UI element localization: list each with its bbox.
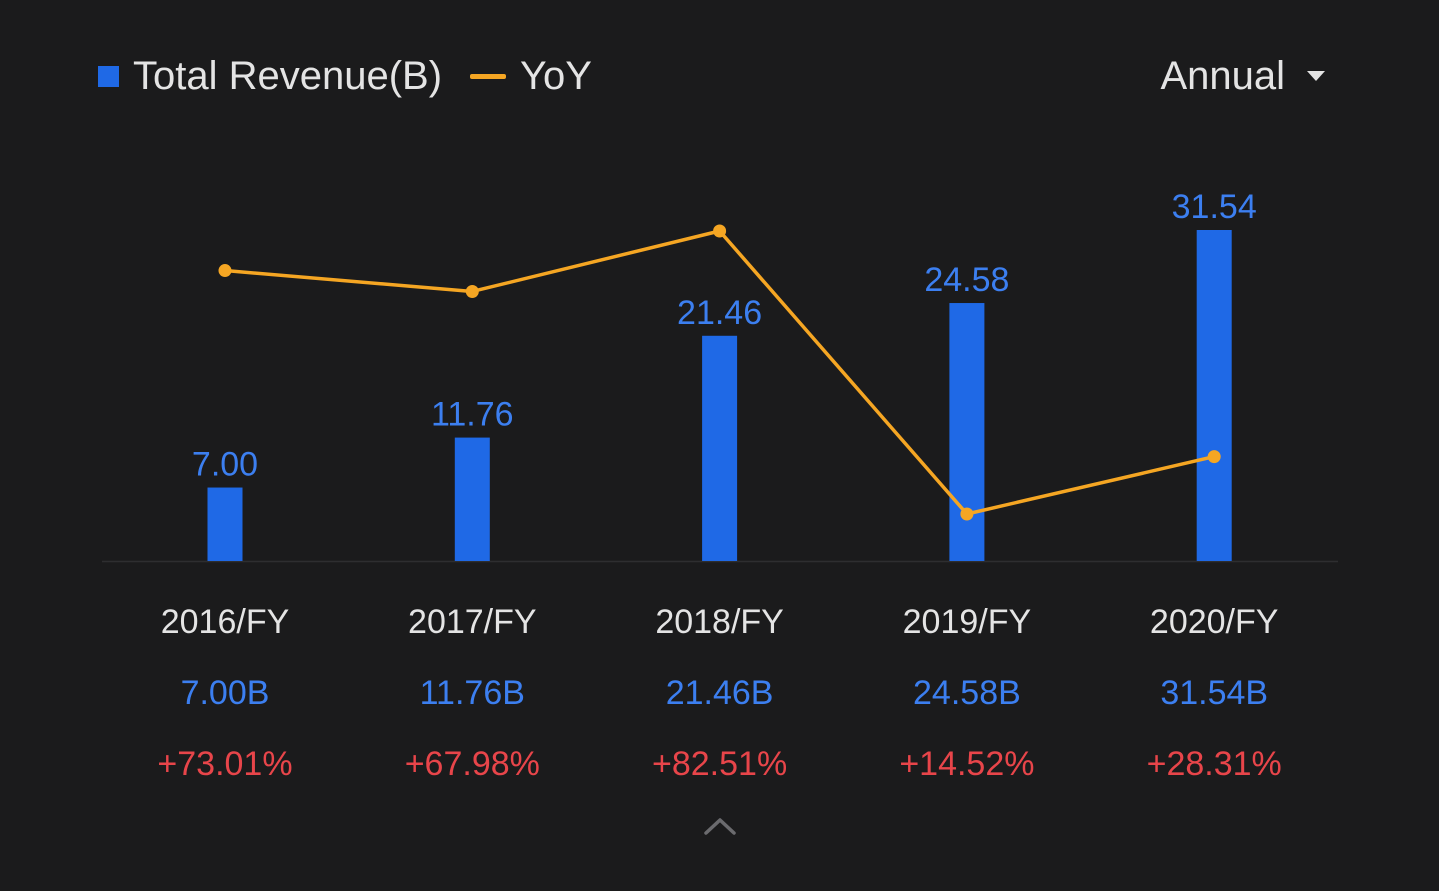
yoy-value: +28.31% — [1147, 745, 1282, 783]
period-dropdown-label: Annual — [1160, 54, 1285, 98]
caret-down-icon — [1307, 71, 1325, 81]
yoy-point — [1207, 450, 1221, 464]
revenue-bar — [702, 335, 738, 561]
revenue-bar-label: 7.00 — [192, 446, 258, 484]
yoy-point — [960, 507, 974, 521]
period-dropdown[interactable]: Annual — [1160, 52, 1325, 100]
category-label: 2016/FY — [161, 603, 290, 641]
revenue-value: 11.76B — [420, 674, 525, 712]
yoy-value: +14.52% — [899, 745, 1034, 783]
revenue-bar-label: 21.46 — [677, 294, 762, 332]
yoy-value: +73.01% — [157, 745, 292, 783]
revenue-bar-label: 24.58 — [924, 261, 1009, 299]
category-label: 2017/FY — [408, 603, 537, 641]
yoy-point — [465, 284, 479, 298]
yoy-value: +82.51% — [652, 745, 787, 783]
legend-label-yoy: YoY — [520, 54, 592, 98]
legend-bar-swatch — [98, 65, 119, 87]
yoy-point — [713, 224, 727, 238]
revenue-bar — [207, 487, 243, 561]
revenue-value: 7.00B — [181, 674, 270, 712]
yoy-point — [218, 264, 232, 278]
revenue-bar — [949, 303, 985, 561]
chevron-up-icon — [704, 818, 736, 835]
chart-legend: Total Revenue(B) YoY — [98, 52, 620, 100]
revenue-value: 31.54B — [1160, 674, 1268, 712]
legend-item-revenue: Total Revenue(B) — [98, 52, 442, 100]
revenue-value: 24.58B — [913, 674, 1021, 712]
legend-label-revenue: Total Revenue(B) — [133, 54, 443, 98]
revenue-bar — [1196, 230, 1232, 561]
revenue-bar — [454, 437, 490, 561]
yoy-value: +67.98% — [405, 745, 540, 783]
revenue-value: 21.46B — [666, 674, 774, 712]
legend-line-swatch — [470, 73, 507, 79]
legend-item-yoy: YoY — [470, 52, 592, 100]
category-label: 2018/FY — [655, 603, 784, 641]
category-label: 2020/FY — [1150, 603, 1279, 641]
revenue-bar-label: 31.54 — [1172, 188, 1257, 226]
revenue-bar-label: 11.76 — [431, 396, 514, 434]
collapse-button[interactable] — [690, 806, 750, 846]
category-label: 2019/FY — [903, 603, 1032, 641]
